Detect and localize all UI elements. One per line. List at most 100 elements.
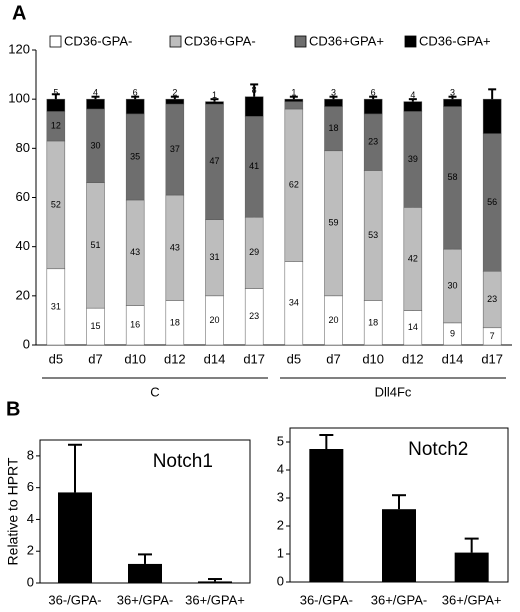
segment-label: 18 — [368, 317, 378, 327]
y-tick-label: 20 — [16, 287, 30, 302]
segment-label: 3 — [450, 88, 455, 98]
y-tick-label: 4 — [27, 511, 34, 526]
segment-label: 59 — [328, 218, 338, 228]
legend-swatch — [49, 35, 62, 48]
legend-label: CD36-GPA- — [64, 33, 132, 48]
segment-label: 30 — [447, 280, 457, 290]
y-axis-label: Relative to HPRT — [5, 457, 21, 565]
group-label: C — [150, 384, 159, 399]
bar — [454, 552, 489, 582]
legend-label: CD36+GPA+ — [309, 33, 384, 48]
segment-label: 62 — [289, 180, 299, 190]
bar — [198, 581, 232, 583]
segment-label: 35 — [130, 151, 140, 161]
segment-label: 5 — [53, 88, 58, 98]
segment-label: 1 — [291, 88, 296, 98]
segment-label: 31 — [209, 252, 219, 262]
bar — [128, 563, 162, 583]
y-tick-label: 6 — [27, 479, 34, 494]
x-tick-label: d5 — [49, 351, 63, 366]
y-tick-label: 0 — [277, 573, 284, 588]
segment-label: 51 — [90, 240, 100, 250]
segment-label: 7 — [490, 331, 495, 341]
segment-label: 23 — [368, 137, 378, 147]
legend-swatch — [169, 35, 182, 48]
x-tick-label: d10 — [362, 351, 384, 366]
y-tick-label: 120 — [8, 41, 30, 56]
segment-label: 43 — [130, 247, 140, 257]
segment-label: 31 — [51, 301, 61, 311]
x-tick-label: d12 — [164, 351, 186, 366]
bar — [309, 449, 344, 582]
bar — [382, 509, 416, 582]
y-tick-label: 0 — [23, 336, 30, 351]
segment-label: 4 — [93, 88, 98, 98]
bar-segment — [125, 98, 145, 115]
y-tick-label: 1 — [277, 545, 284, 560]
x-tick-label: d17 — [243, 351, 265, 366]
segment-label: 12 — [51, 121, 61, 131]
segment-label: 18 — [170, 317, 180, 327]
x-tick-label: d5 — [287, 351, 301, 366]
y-tick-label: 5 — [277, 433, 284, 448]
legend-swatch — [404, 35, 417, 48]
segment-label: 20 — [209, 315, 219, 325]
x-tick-label: 36+/GPA+ — [442, 592, 502, 607]
segment-label: 43 — [170, 242, 180, 252]
panel-label: A — [12, 2, 26, 24]
x-tick-label: 36+/GPA- — [371, 592, 427, 607]
bar-segment — [284, 98, 304, 102]
segment-label: 41 — [249, 161, 259, 171]
segment-label: 42 — [408, 253, 418, 263]
segment-label: 39 — [408, 154, 418, 164]
segment-label: 37 — [170, 144, 180, 154]
segment-label: 14 — [487, 111, 497, 121]
x-tick-label: d12 — [402, 351, 424, 366]
group-label: Dll4Fc — [375, 384, 412, 399]
segment-label: 52 — [51, 199, 61, 209]
bar-segment — [244, 96, 264, 117]
segment-label: 47 — [209, 156, 219, 166]
x-tick-label: d14 — [442, 351, 464, 366]
x-tick-label: d7 — [326, 351, 340, 366]
x-tick-label: d14 — [204, 351, 226, 366]
segment-label: 20 — [328, 315, 338, 325]
bar-segment — [46, 98, 66, 112]
x-tick-label: 36-/GPA- — [300, 592, 353, 607]
segment-label: 14 — [408, 322, 418, 332]
bar-segment — [165, 98, 185, 105]
x-tick-label: 36+/GPA- — [117, 592, 173, 607]
bar-segment — [324, 98, 343, 107]
y-tick-label: 3 — [277, 489, 284, 504]
segment-label: 1 — [212, 90, 217, 100]
x-tick-label: 36-/GPA- — [48, 592, 101, 607]
y-tick-label: 8 — [27, 447, 34, 462]
segment-label: 15 — [90, 321, 100, 331]
y-tick-label: 4 — [277, 461, 284, 476]
x-tick-label: d7 — [88, 351, 102, 366]
x-tick-label: d17 — [481, 351, 503, 366]
legend-swatch — [294, 35, 307, 48]
y-tick-label: 0 — [27, 574, 34, 589]
chart-title: Notch1 — [153, 451, 213, 472]
bar-segment — [86, 98, 105, 110]
segment-label: 6 — [133, 88, 138, 98]
bar — [58, 492, 92, 583]
bar-segment — [205, 101, 224, 105]
segment-label: 4 — [410, 90, 415, 100]
segment-label: 23 — [249, 311, 259, 321]
y-tick-label: 60 — [16, 189, 30, 204]
bar-segment — [284, 101, 304, 110]
segment-label: 23 — [487, 294, 497, 304]
segment-label: 29 — [249, 247, 259, 257]
bar-segment — [403, 101, 423, 112]
segment-label: 18 — [328, 123, 338, 133]
segment-label: 9 — [450, 328, 455, 338]
chart-title: Notch2 — [408, 439, 468, 460]
legend-label: CD36-GPA+ — [419, 33, 491, 48]
y-tick-label: 100 — [8, 91, 30, 106]
segment-label: 3 — [331, 88, 336, 98]
bar-segment — [443, 98, 462, 107]
y-tick-label: 80 — [16, 140, 30, 155]
